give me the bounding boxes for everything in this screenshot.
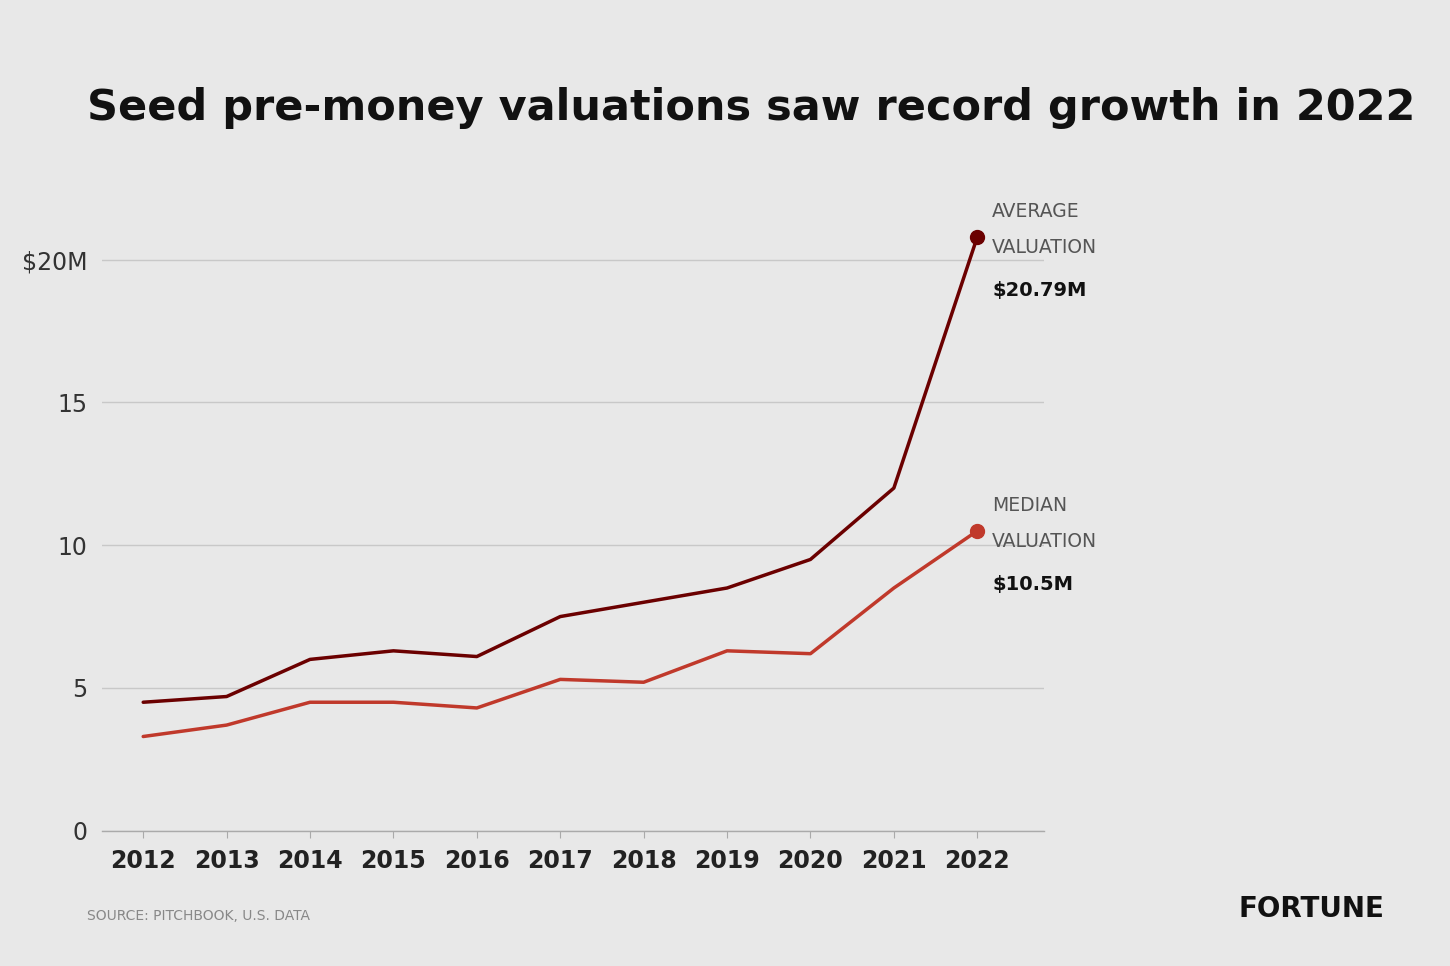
Text: SOURCE: PITCHBOOK, U.S. DATA: SOURCE: PITCHBOOK, U.S. DATA — [87, 909, 310, 923]
Point — [966, 229, 989, 244]
Point — [966, 524, 989, 539]
Text: MEDIAN: MEDIAN — [992, 497, 1067, 515]
Text: FORTUNE: FORTUNE — [1238, 895, 1385, 923]
Text: Seed pre-money valuations saw record growth in 2022: Seed pre-money valuations saw record gro… — [87, 87, 1415, 128]
Text: $20.79M: $20.79M — [992, 281, 1086, 300]
Text: $10.5M: $10.5M — [992, 575, 1073, 594]
Text: VALUATION: VALUATION — [992, 239, 1098, 257]
Text: VALUATION: VALUATION — [992, 532, 1098, 552]
Text: AVERAGE: AVERAGE — [992, 202, 1080, 221]
